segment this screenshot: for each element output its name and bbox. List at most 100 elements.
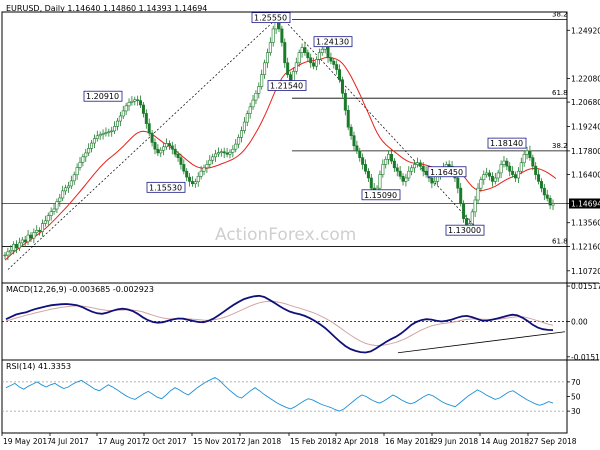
candle-body <box>410 167 414 172</box>
candle-body <box>361 157 365 165</box>
candlestick <box>167 140 171 150</box>
candlestick <box>92 134 96 149</box>
candlestick <box>159 147 163 157</box>
candle-body <box>35 230 39 233</box>
candlestick <box>196 172 200 187</box>
candlestick <box>110 126 114 137</box>
annotation-box <box>361 189 401 201</box>
candlestick <box>193 178 197 188</box>
candle-body <box>303 47 307 53</box>
candle-body <box>156 148 160 154</box>
candlestick <box>398 166 402 180</box>
candle-body <box>15 244 19 249</box>
candlestick <box>418 159 422 171</box>
candlestick <box>473 195 477 217</box>
candle-body <box>502 160 506 165</box>
macd-divergence-trendline <box>397 331 566 354</box>
candle-body <box>52 208 56 212</box>
candle-body <box>75 167 79 176</box>
candle-body <box>40 223 44 232</box>
candle-body <box>364 164 368 172</box>
candlestick <box>55 198 59 214</box>
candlestick <box>539 178 543 193</box>
candle-body <box>496 172 500 179</box>
candle-body <box>231 148 235 153</box>
x-tick-label: 15 Nov 2017 <box>193 437 241 446</box>
candlestick <box>95 130 99 142</box>
candle-body <box>511 170 515 175</box>
annotation-box <box>267 80 307 91</box>
candle-body <box>179 157 183 165</box>
candle-body <box>139 100 143 106</box>
candle-body <box>110 130 114 133</box>
macd-signal-line <box>5 300 554 346</box>
candlestick <box>49 207 53 221</box>
candle-body <box>23 239 27 243</box>
candlestick <box>144 109 148 129</box>
candlestick <box>387 150 391 165</box>
candlestick <box>280 25 284 47</box>
candle-body <box>245 113 249 123</box>
y-tick-label: 1.17800 <box>571 147 600 156</box>
candle-body <box>329 57 333 62</box>
candle-body <box>300 47 304 53</box>
candle-body <box>346 109 350 128</box>
candlestick <box>314 56 318 71</box>
candle-body <box>101 133 105 135</box>
candle-body <box>165 143 169 148</box>
candle-body <box>542 187 546 196</box>
x-tick-label: 2 Oct 2017 <box>145 437 187 446</box>
candle-body <box>389 153 393 162</box>
candlestick <box>6 247 10 261</box>
candle-body <box>401 175 405 182</box>
candlestick <box>485 167 489 178</box>
candlestick <box>338 64 342 83</box>
candle-body <box>381 164 385 175</box>
candlestick <box>433 176 437 187</box>
candlestick <box>222 147 226 159</box>
candlestick <box>257 82 261 99</box>
candlestick <box>358 147 362 162</box>
price-annotation: 1.13000 <box>445 224 485 236</box>
x-tick-label: 19 May 2017 <box>3 437 52 446</box>
candlestick <box>214 149 218 162</box>
candle-body <box>211 156 215 161</box>
candle-body <box>476 187 480 201</box>
candle-body <box>294 62 298 72</box>
candlestick <box>392 158 396 172</box>
candlestick <box>268 37 272 56</box>
candlestick <box>545 189 549 202</box>
price-annotation: 1.25550 <box>251 12 291 24</box>
candle-body <box>499 164 503 174</box>
candlestick <box>502 155 506 168</box>
candle-body <box>90 142 94 149</box>
candlestick <box>312 57 316 70</box>
candle-body <box>314 59 318 67</box>
candlestick <box>81 153 85 167</box>
candle-body <box>312 62 316 67</box>
candle-body <box>46 215 50 222</box>
candle-body <box>534 165 538 175</box>
candlestick <box>482 170 486 185</box>
candlestick <box>309 53 313 68</box>
candlestick <box>237 134 241 149</box>
candlestick <box>424 166 428 178</box>
candlestick <box>332 58 336 69</box>
annotation-box <box>445 224 485 236</box>
candle-body <box>286 62 290 75</box>
candle-body <box>297 52 301 64</box>
price-annotation: 1.15530 <box>146 181 186 193</box>
candle-body <box>424 170 428 175</box>
candle-body <box>49 211 53 216</box>
candle-body <box>176 153 180 158</box>
candle-body <box>144 113 148 124</box>
candle-body <box>38 230 42 232</box>
candle-body <box>12 244 16 251</box>
candlestick <box>389 149 393 165</box>
candlestick <box>113 121 117 134</box>
candlestick <box>98 131 102 140</box>
candlestick <box>251 94 255 110</box>
candlestick <box>87 143 91 156</box>
candle-body <box>64 187 68 192</box>
x-tick-label: 27 Sep 2018 <box>529 437 577 446</box>
